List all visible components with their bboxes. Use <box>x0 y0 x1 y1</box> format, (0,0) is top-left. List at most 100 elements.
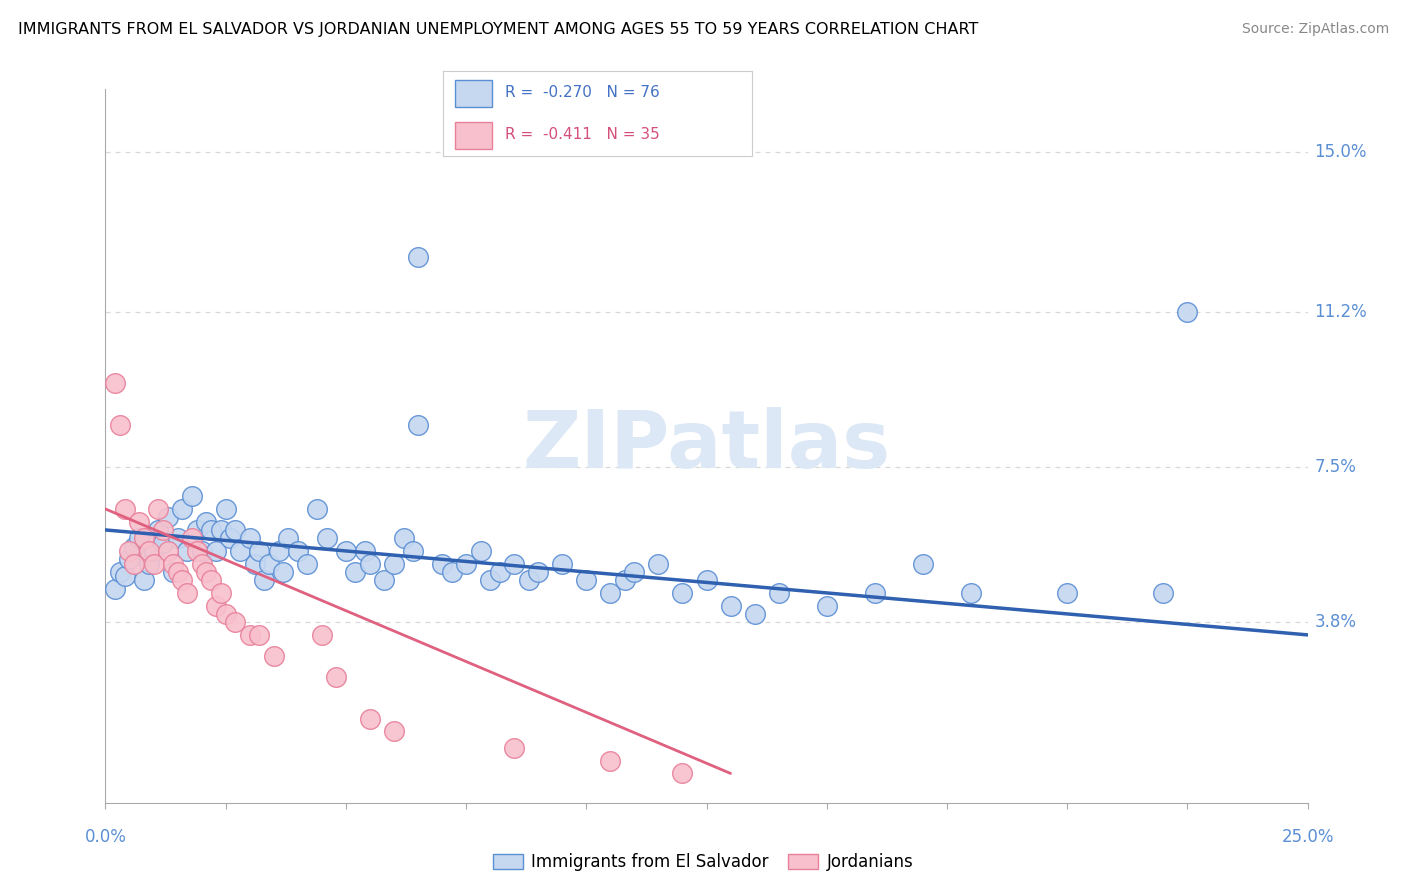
Point <box>257 557 280 571</box>
Point <box>454 557 477 571</box>
Point <box>253 574 276 588</box>
Point <box>1056 586 1078 600</box>
Point <box>186 523 208 537</box>
Point <box>325 670 347 684</box>
Point <box>599 754 621 768</box>
Point <box>209 523 232 537</box>
Point <box>118 544 141 558</box>
Point <box>138 557 160 571</box>
Point <box>186 544 208 558</box>
Point <box>470 544 492 558</box>
Point <box>114 569 136 583</box>
Point <box>152 535 174 549</box>
Point <box>124 557 146 571</box>
Point <box>815 599 838 613</box>
Point <box>172 574 194 588</box>
Point <box>406 250 429 264</box>
Point <box>671 766 693 780</box>
Point <box>162 557 184 571</box>
Text: R =  -0.411   N = 35: R = -0.411 N = 35 <box>505 128 659 143</box>
Point <box>297 557 319 571</box>
Text: 7.5%: 7.5% <box>1315 458 1357 476</box>
Point <box>1175 304 1198 318</box>
Point <box>768 586 790 600</box>
Point <box>128 532 150 546</box>
Point <box>354 544 377 558</box>
Point <box>209 586 232 600</box>
Point <box>142 544 165 558</box>
Point <box>224 615 246 630</box>
Text: ZIPatlas: ZIPatlas <box>523 407 890 485</box>
Point <box>315 532 337 546</box>
Point <box>527 565 550 579</box>
Point <box>205 544 228 558</box>
Point <box>263 648 285 663</box>
Point <box>359 557 381 571</box>
Point <box>118 552 141 566</box>
Point <box>517 574 540 588</box>
Point <box>647 557 669 571</box>
Point <box>195 515 218 529</box>
Text: 0.0%: 0.0% <box>84 828 127 846</box>
Point <box>138 544 160 558</box>
Point <box>195 565 218 579</box>
FancyBboxPatch shape <box>456 122 492 149</box>
Point <box>575 574 598 588</box>
Point <box>335 544 357 558</box>
Point <box>132 574 155 588</box>
Point <box>176 544 198 558</box>
Point <box>229 544 252 558</box>
Point <box>162 565 184 579</box>
Point <box>114 502 136 516</box>
Point <box>176 586 198 600</box>
Point <box>960 586 983 600</box>
Point <box>720 599 742 613</box>
Point <box>623 565 645 579</box>
Text: R =  -0.270   N = 76: R = -0.270 N = 76 <box>505 85 659 100</box>
Text: IMMIGRANTS FROM EL SALVADOR VS JORDANIAN UNEMPLOYMENT AMONG AGES 55 TO 59 YEARS : IMMIGRANTS FROM EL SALVADOR VS JORDANIAN… <box>18 22 979 37</box>
Point <box>267 544 290 558</box>
Point <box>224 523 246 537</box>
Point <box>344 565 367 579</box>
Point <box>205 599 228 613</box>
Text: 3.8%: 3.8% <box>1315 614 1357 632</box>
Point <box>488 565 510 579</box>
Point <box>277 532 299 546</box>
Point <box>128 515 150 529</box>
Point <box>382 557 405 571</box>
Point <box>166 565 188 579</box>
Point <box>166 532 188 546</box>
Point <box>247 628 270 642</box>
Point <box>613 574 636 588</box>
Point <box>599 586 621 600</box>
Text: Source: ZipAtlas.com: Source: ZipAtlas.com <box>1241 22 1389 37</box>
Point <box>440 565 463 579</box>
Point <box>190 544 212 558</box>
Legend: Immigrants from El Salvador, Jordanians: Immigrants from El Salvador, Jordanians <box>484 845 922 880</box>
Point <box>359 712 381 726</box>
Point <box>696 574 718 588</box>
Point <box>551 557 574 571</box>
Point <box>156 510 179 524</box>
Point <box>148 523 170 537</box>
Point <box>181 489 204 503</box>
Point <box>479 574 502 588</box>
Point <box>911 557 934 571</box>
Point <box>406 417 429 432</box>
Point <box>172 502 194 516</box>
Point <box>190 557 212 571</box>
Point <box>1152 586 1174 600</box>
Point <box>214 607 236 621</box>
Point <box>108 417 131 432</box>
Point <box>108 565 131 579</box>
Text: 15.0%: 15.0% <box>1315 143 1367 161</box>
Point <box>863 586 886 600</box>
Point <box>104 376 127 390</box>
Point <box>402 544 425 558</box>
Text: 11.2%: 11.2% <box>1315 302 1368 321</box>
Point <box>156 544 179 558</box>
Point <box>132 532 155 546</box>
Point <box>311 628 333 642</box>
Point <box>430 557 453 571</box>
Point <box>148 502 170 516</box>
